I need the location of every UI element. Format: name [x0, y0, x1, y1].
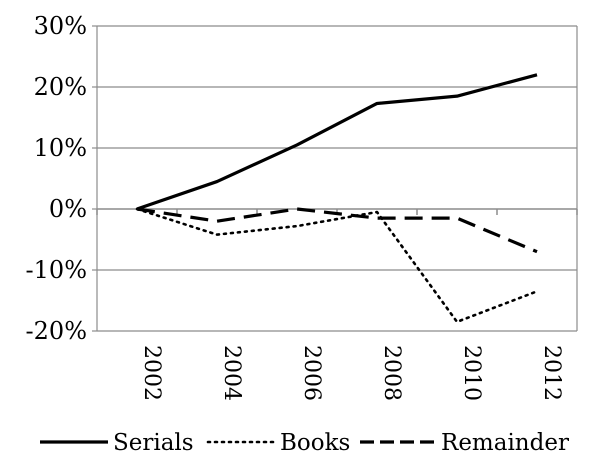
- y-tick-label-5: 30%: [34, 12, 87, 40]
- gridlines: [97, 25, 578, 332]
- series-lines: [135, 73, 539, 324]
- legend: Serials Books Remainder: [40, 430, 569, 456]
- legend-item-serials: Serials: [40, 430, 194, 456]
- y-tick-label-4: 20%: [34, 73, 87, 101]
- series-line-remainder: [136, 207, 538, 254]
- series-line-books: [135, 207, 539, 324]
- x-tick-label-2010: 2010: [459, 345, 484, 401]
- y-tick-label-0: -20%: [26, 317, 87, 345]
- x-tick-label-2012: 2012: [539, 345, 564, 401]
- y-axis-tick-labels: -20% -10% 0% 10% 20% 30%: [26, 12, 87, 345]
- x-tick-label-2008: 2008: [379, 345, 404, 401]
- x-axis-tick-labels: 2002 2004 2006 2008 2010 2012: [139, 345, 564, 401]
- x-tick-label-2006: 2006: [299, 345, 324, 401]
- legend-label-remainder: Remainder: [441, 430, 569, 456]
- legend-item-books: Books: [206, 430, 350, 456]
- y-tick-label-2: 0%: [49, 195, 87, 223]
- y-tick-label-1: -10%: [26, 256, 87, 284]
- x-tick-label-2002: 2002: [139, 345, 164, 401]
- y-tick-label-3: 10%: [34, 134, 87, 162]
- x-tick-label-2004: 2004: [219, 345, 244, 401]
- axes: [92, 25, 578, 332]
- legend-label-books: Books: [280, 430, 350, 456]
- legend-label-serials: Serials: [113, 430, 194, 456]
- series-line-serials: [136, 73, 538, 211]
- legend-item-remainder: Remainder: [360, 430, 569, 456]
